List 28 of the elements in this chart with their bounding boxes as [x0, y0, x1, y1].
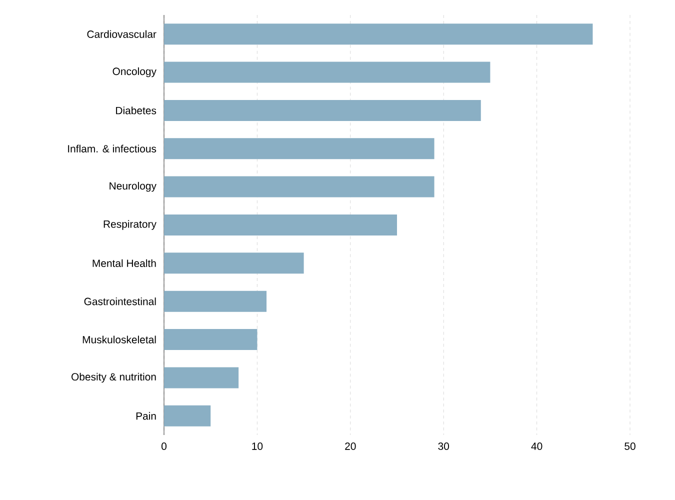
bar: [164, 367, 239, 388]
x-tick-label: 30: [438, 442, 450, 450]
y-tick-label: Respiratory: [104, 220, 156, 230]
bar: [164, 176, 434, 198]
bar: [164, 24, 593, 45]
bar: [164, 62, 490, 83]
y-tick-label: Mental Health: [92, 259, 156, 268]
y-tick-label: Muskuloskeletal: [82, 336, 156, 344]
y-tick-label: Oncology: [112, 67, 156, 78]
bar: [164, 329, 258, 350]
y-tick-label: Diabetes: [116, 106, 156, 114]
y-tick-label: Neurology: [110, 182, 156, 192]
y-tick-label: Obesity & nutrition: [72, 372, 156, 383]
bar: [164, 405, 211, 426]
bar: [164, 214, 398, 236]
x-tick-label: 20: [345, 442, 356, 450]
y-tick-label: Cardiovascular: [87, 30, 156, 38]
y-tick-label: Inflam. & infectious: [68, 144, 156, 152]
bar: [164, 138, 434, 160]
x-tick-label: 0: [162, 442, 167, 450]
bar: [164, 252, 304, 274]
bar: [164, 290, 267, 312]
x-tick-label: 40: [531, 442, 542, 450]
x-tick-label: 10: [252, 442, 263, 450]
y-tick-label: Pain: [136, 412, 156, 420]
bar: [164, 100, 481, 121]
x-tick-label: 50: [624, 442, 636, 450]
y-tick-label: Gastrointestinal: [84, 298, 156, 306]
